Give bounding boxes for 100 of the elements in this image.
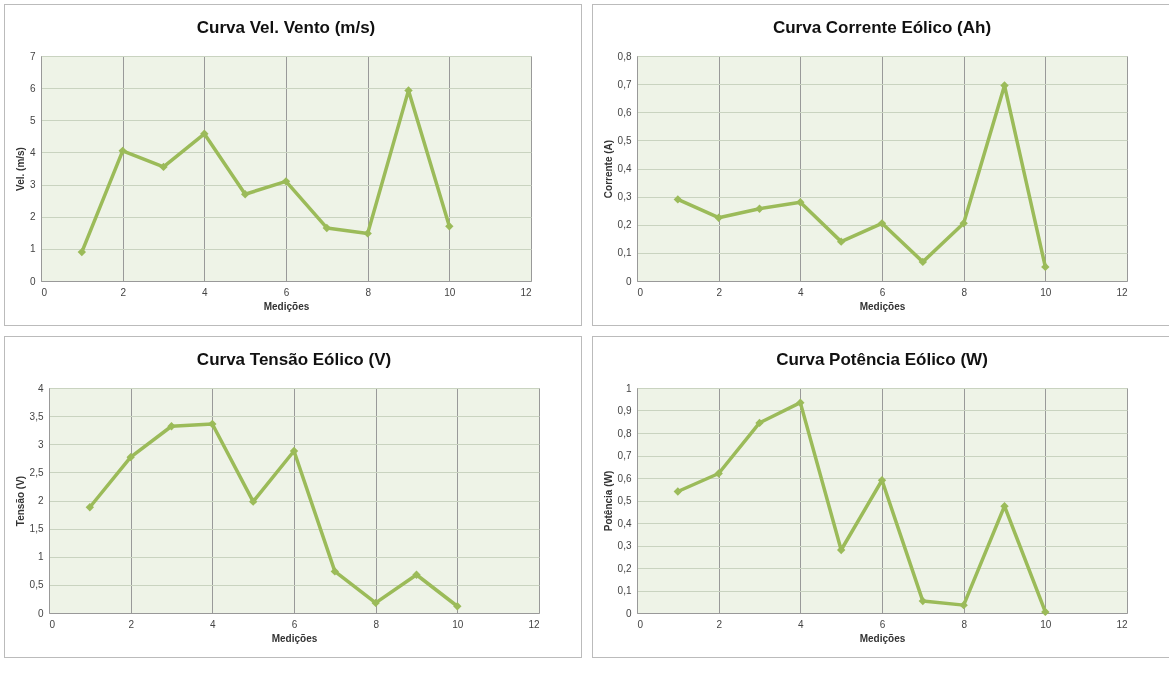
x-tick-label: 2	[716, 286, 723, 298]
point	[796, 398, 805, 407]
x-tick-label: 4	[210, 618, 217, 630]
x-tick-label: 8	[365, 286, 372, 298]
point	[453, 602, 462, 611]
point	[673, 195, 683, 204]
point	[445, 222, 454, 231]
point	[755, 204, 764, 213]
point	[673, 487, 683, 496]
chart-title: Curva Corrente Eólico (Ah)	[772, 18, 992, 37]
y-tick-label: 0,6	[617, 472, 632, 484]
y-tick-label: 0	[625, 607, 632, 619]
point	[240, 190, 250, 199]
y-tick-label: 3	[29, 179, 36, 191]
chart-title: Curva Tensão Eólico (V)	[196, 350, 392, 369]
y-tick-label: 0	[37, 607, 44, 619]
point	[118, 146, 127, 155]
x-tick-label: 0	[637, 618, 644, 630]
point	[85, 503, 95, 512]
y-tick-label: 0,5	[29, 579, 44, 591]
x-tick-label: 10	[1040, 618, 1052, 630]
y-axis-title: Potência (W)	[602, 470, 614, 532]
x-tick-label: 12	[1116, 618, 1128, 630]
x-tick-label: 10	[444, 286, 456, 298]
y-tick-label: 0	[29, 275, 36, 287]
point	[167, 422, 176, 431]
point	[918, 257, 928, 267]
y-tick-label: 0,4	[617, 163, 632, 174]
point	[159, 162, 168, 172]
y-tick-label: 0,5	[617, 495, 632, 506]
x-tick-label: 2	[716, 618, 723, 630]
x-tick-label: 12	[528, 618, 540, 630]
point	[959, 219, 968, 228]
point	[959, 600, 968, 610]
x-tick-label: 10	[1040, 286, 1052, 298]
x-axis-title: Medições	[271, 632, 318, 644]
point	[371, 598, 380, 608]
point	[755, 418, 764, 428]
x-axis-title: Medições	[859, 300, 906, 312]
point	[330, 567, 340, 576]
point	[77, 247, 87, 257]
x-tick-label: 8	[961, 618, 968, 630]
y-tick-label: 0,3	[617, 191, 632, 203]
y-axis-title: Corrente (A)	[602, 139, 614, 199]
point	[281, 177, 291, 186]
y-tick-label: 0,3	[617, 540, 632, 551]
y-tick-label: 0,6	[617, 106, 632, 118]
x-tick-label: 6	[879, 286, 886, 298]
y-tick-label: 0,2	[617, 562, 632, 574]
y-tick-label: 0,2	[617, 219, 632, 231]
y-tick-label: 2,5	[29, 466, 44, 478]
x-tick-label: 0	[49, 618, 56, 630]
y-tick-label: 0,1	[617, 585, 632, 596]
y-tick-label: 7	[29, 50, 36, 62]
point	[1041, 262, 1050, 272]
x-axis-title: Medições	[263, 300, 310, 312]
point	[836, 237, 846, 246]
y-axis-title: Tensão (V)	[14, 475, 26, 527]
x-tick-label: 4	[798, 618, 805, 630]
x-tick-label: 12	[1116, 286, 1128, 298]
y-tick-label: 0,5	[617, 134, 632, 146]
x-tick-label: 2	[128, 618, 135, 630]
point	[363, 229, 372, 238]
y-tick-label: 0,1	[617, 247, 632, 259]
y-tick-label: 2	[37, 495, 44, 506]
y-tick-label: 3	[37, 438, 44, 450]
y-tick-label: 4	[29, 146, 36, 158]
x-tick-label: 0	[637, 286, 644, 298]
x-tick-label: 12	[520, 286, 532, 298]
point	[126, 453, 135, 462]
y-tick-label: 3,5	[29, 410, 44, 422]
point	[200, 129, 209, 138]
y-tick-label: 1	[37, 551, 44, 563]
y-tick-label: 1,5	[29, 523, 44, 535]
x-tick-label: 6	[291, 618, 298, 630]
y-tick-label: 6	[29, 82, 36, 94]
y-tick-label: 0,9	[617, 405, 632, 416]
x-tick-label: 8	[961, 286, 968, 298]
y-tick-label: 0,8	[617, 50, 632, 62]
x-tick-label: 10	[452, 618, 464, 630]
x-tick-label: 6	[283, 286, 290, 298]
y-tick-label: 0,7	[617, 450, 632, 461]
y-tick-label: 0	[625, 275, 632, 287]
point	[877, 219, 887, 228]
x-tick-label: 6	[879, 618, 886, 630]
point	[714, 469, 723, 478]
point	[796, 198, 805, 207]
y-tick-label: 1	[29, 243, 36, 255]
y-tick-label: 4	[37, 382, 44, 394]
x-tick-label: 4	[798, 286, 805, 298]
x-axis-title: Medições	[859, 632, 906, 644]
point	[208, 419, 217, 429]
chart-title: Curva Vel. Vento (m/s)	[196, 18, 376, 37]
y-tick-label: 5	[29, 114, 36, 126]
y-tick-label: 0,4	[617, 517, 632, 529]
y-tick-label: 1	[625, 382, 632, 394]
x-tick-label: 4	[202, 286, 209, 298]
x-tick-label: 2	[120, 286, 127, 298]
chart-title: Curva Potência Eólico (W)	[776, 350, 988, 369]
y-tick-label: 0,7	[617, 78, 632, 90]
